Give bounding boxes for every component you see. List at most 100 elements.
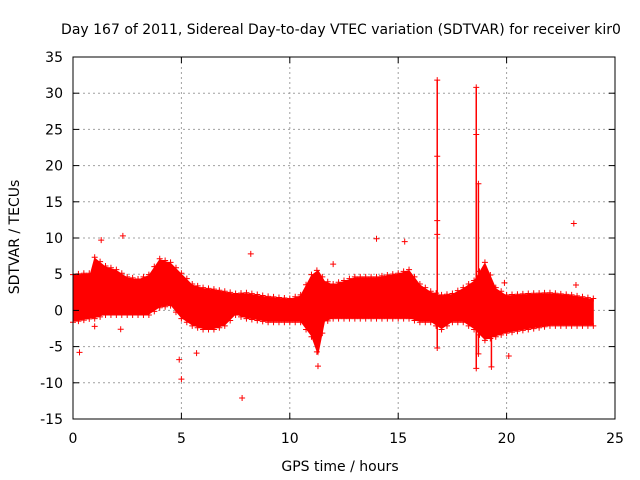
band-edge-point <box>492 333 499 340</box>
band-edge-point <box>519 290 526 297</box>
band-edge-point <box>113 266 120 273</box>
band-edge-point <box>395 270 402 277</box>
band-edge-point <box>254 291 261 298</box>
band-edge-point <box>389 315 396 322</box>
band-edge-point <box>162 303 169 310</box>
band-edge-point <box>124 273 131 280</box>
band-edge-point <box>107 312 114 319</box>
band-edge-point <box>498 288 505 295</box>
y-tick-label: 0 <box>54 303 63 319</box>
band-edge-point <box>487 335 494 342</box>
band-edge-point <box>286 295 293 302</box>
band-edge-point <box>330 315 337 322</box>
band-edge-point <box>308 271 315 278</box>
band-edge-point <box>552 290 559 297</box>
band-edge-point <box>557 290 564 297</box>
band-edge-point <box>546 289 553 296</box>
band-edge-point <box>303 326 310 333</box>
band-edge-point <box>579 322 586 329</box>
y-tick-label: -10 <box>40 376 63 392</box>
band-edge-point <box>162 257 169 264</box>
band-edge-point <box>183 319 190 326</box>
outlier-point <box>117 326 124 333</box>
band-edge-point <box>525 326 532 333</box>
band-edge-point <box>454 287 461 294</box>
data-points <box>70 77 597 402</box>
band-edge-point <box>443 322 450 329</box>
band-edge-point <box>422 319 429 326</box>
band-edge-point <box>481 337 488 344</box>
band-edge-point <box>124 312 131 319</box>
band-edge-point <box>427 319 434 326</box>
band-edge-point <box>373 273 380 280</box>
band-edge-point <box>75 318 82 325</box>
band-edge-point <box>498 331 505 338</box>
band-edge-point <box>509 329 516 336</box>
band-edge-point <box>422 284 429 291</box>
band-edge-point <box>351 273 358 280</box>
band-edge-point <box>286 319 293 326</box>
band-edge-point <box>238 290 245 297</box>
band-edge-point <box>514 328 521 335</box>
band-edge-point <box>270 319 277 326</box>
outlier-point <box>434 153 441 160</box>
spike-peak-point <box>475 180 482 187</box>
band-edge-point <box>259 292 266 299</box>
outlier-point <box>501 279 508 286</box>
band-edge-point <box>102 262 109 269</box>
band-edge-point <box>156 255 163 262</box>
band-edge-point <box>172 309 179 316</box>
band-edge-point <box>167 302 174 309</box>
band-edge-point <box>292 319 299 326</box>
outlier-point <box>570 220 577 227</box>
band-edge-point <box>205 326 212 333</box>
band-edge-point <box>189 322 196 329</box>
band-edge-point <box>265 293 272 300</box>
band-edge-point <box>135 312 142 319</box>
band-edge-point <box>416 281 423 288</box>
band-edge-point <box>200 326 207 333</box>
spike-base-point <box>473 365 480 372</box>
band-edge-point <box>546 322 553 329</box>
band-edge-point <box>536 290 543 297</box>
band-edge-point <box>443 291 450 298</box>
band-edge-point <box>584 294 591 301</box>
outlier-point <box>401 238 408 245</box>
y-tick-label: 5 <box>54 267 63 283</box>
band-edge-point <box>281 294 288 301</box>
y-tick-label: 35 <box>45 50 63 66</box>
band-edge-point <box>481 259 488 266</box>
band-edge-point <box>248 316 255 323</box>
band-edge-point <box>465 322 472 329</box>
band-edge-point <box>487 272 494 279</box>
band-edge-point <box>552 322 559 329</box>
band-edge-point <box>438 291 445 298</box>
band-edge-point <box>465 281 472 288</box>
band-edge-point <box>107 264 114 271</box>
dense-data-band <box>72 257 594 356</box>
y-tick-label: 20 <box>45 159 63 175</box>
band-edge-point <box>335 315 342 322</box>
band-edge-point <box>525 290 532 297</box>
outlier-point <box>247 250 254 257</box>
band-edge-point <box>80 270 87 277</box>
x-tick-label: 20 <box>498 431 516 447</box>
band-edge-point <box>313 348 320 355</box>
x-axis-label: GPS time / hours <box>281 459 398 475</box>
band-edge-point <box>135 275 142 282</box>
plot-frame <box>72 56 616 420</box>
band-edge-point <box>400 268 407 275</box>
outlier-point <box>176 356 183 363</box>
band-edge-point <box>140 273 147 280</box>
spike-base-point <box>434 345 441 352</box>
band-edge-point <box>129 274 136 281</box>
band-edge-point <box>449 319 456 326</box>
outlier-point <box>473 131 480 138</box>
band-edge-point <box>221 322 228 329</box>
spike-base-point <box>488 363 495 370</box>
x-tick-label: 0 <box>69 431 78 447</box>
y-tick-label: 25 <box>45 122 63 138</box>
band-edge-point <box>335 279 342 286</box>
band-edge-point <box>411 273 418 280</box>
band-edge-point <box>330 281 337 288</box>
